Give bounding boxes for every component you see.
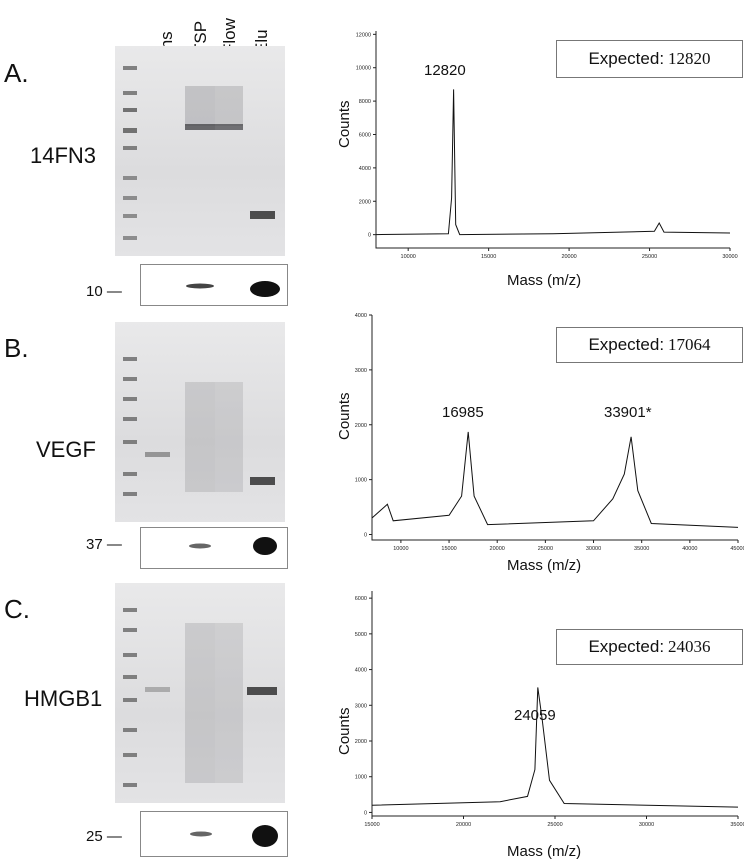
panel-letter-b: B.	[4, 333, 29, 363]
x-tick-label-0-3: 25000	[642, 254, 657, 260]
western-blot-a	[140, 264, 288, 306]
sds-gel-a	[115, 46, 285, 256]
x-tick-label-0-0: 10000	[401, 254, 416, 260]
x-tick-label-0-2: 20000	[561, 254, 576, 260]
y-tick-label-2-6: 6000	[355, 596, 367, 602]
expected-label-a: Expected:	[588, 49, 665, 68]
gel-bands-c	[123, 608, 277, 787]
x-tick-label-1-1: 15000	[441, 546, 456, 552]
gel-bands-a	[123, 66, 275, 240]
expected-label-c: Expected:	[588, 637, 665, 656]
western-blot-b	[140, 527, 288, 569]
western-blot-c	[140, 811, 288, 857]
x-tick-label-2-4: 35000	[730, 822, 744, 828]
marker-label-c: 25 —	[86, 828, 122, 845]
y-tick-label-2-3: 3000	[355, 703, 367, 709]
x-tick-label-1-2: 20000	[490, 546, 505, 552]
expected-mass-box-b: Expected: 17064	[556, 327, 743, 363]
y-tick-label-2-2: 2000	[355, 739, 367, 745]
y-tick-label-1-1: 1000	[355, 478, 367, 484]
expected-label-b: Expected:	[588, 335, 665, 354]
protein-name-a: 14FN3	[30, 143, 97, 168]
mass-spectrum-b: 0 1000 2000 3000 4000 10000 15000 20000 25000 300…	[355, 313, 744, 552]
protein-name-c: HMGB1	[24, 686, 103, 711]
x-tick-label-1-0: 10000	[393, 546, 408, 552]
y-tick-label-0-6: 12000	[356, 32, 371, 38]
ms-peak-label-a-1: 12820	[424, 62, 466, 79]
y-tick-label-1-3: 3000	[355, 368, 367, 374]
x-tick-label-2-2: 25000	[547, 822, 562, 828]
sds-gel-c	[115, 583, 285, 803]
y-tick-label-2-4: 4000	[355, 668, 367, 674]
expected-value-a: 12820	[668, 49, 711, 68]
y-tick-label-0-0: 0	[368, 233, 371, 239]
x-tick-label-1-6: 40000	[682, 546, 697, 552]
y-tick-label-0-5: 10000	[356, 66, 371, 72]
axes-1	[371, 315, 738, 541]
protein-name-b: VEGF	[36, 437, 96, 462]
y-tick-label-1-4: 4000	[355, 313, 367, 319]
marker-label-a: 10 —	[86, 283, 122, 300]
y-tick-label-1-2: 2000	[355, 423, 367, 429]
y-tick-label-0-4: 8000	[359, 99, 371, 105]
panel-letter-c: C.	[4, 594, 30, 624]
x-tick-label-0-4: 30000	[722, 254, 737, 260]
ms-peak-label-b-2: 33901*	[604, 404, 652, 421]
spectrum-trace-1	[371, 431, 739, 528]
axes-2	[371, 591, 738, 817]
ms-peak-label-b-1: 16985	[442, 404, 484, 421]
blot-bands-a	[186, 281, 280, 297]
y-tick-label-0-2: 4000	[359, 166, 371, 172]
y-tick-label-1-0: 0	[364, 533, 367, 539]
blot-bands-c	[190, 825, 278, 847]
y-tick-label-2-5: 5000	[355, 632, 367, 638]
x-tick-label-1-3: 25000	[538, 546, 553, 552]
marker-label-b: 37 —	[86, 536, 122, 553]
panel-letter-a: A.	[4, 58, 29, 88]
x-tick-label-2-1: 20000	[456, 822, 471, 828]
spectrum-trace-0	[375, 89, 731, 236]
y-tick-label-2-1: 1000	[355, 775, 367, 781]
spectrum-trace-2	[371, 687, 739, 808]
y-tick-label-0-3: 6000	[359, 132, 371, 138]
gel-bands-b	[123, 357, 275, 496]
y-tick-label-2-0: 0	[364, 810, 367, 816]
expected-value-b: 17064	[668, 335, 711, 354]
x-tick-label-1-7: 45000	[730, 546, 744, 552]
x-tick-label-0-1: 15000	[481, 254, 496, 260]
ms-xlabel-b: Mass (m/z)	[507, 557, 582, 574]
y-tick-label-0-1: 2000	[359, 199, 371, 205]
expected-value-c: 24036	[668, 637, 711, 656]
x-tick-label-2-3: 30000	[639, 822, 654, 828]
ms-xlabel-a: Mass (m/z)	[507, 272, 582, 289]
x-tick-label-1-5: 35000	[634, 546, 649, 552]
expected-mass-box-a: Expected: 12820	[556, 40, 743, 78]
mass-spectrum-c: 0 1000 2000 3000 4000 5000 6000 15000 20000 25000…	[355, 591, 744, 828]
ms-xlabel-c: Mass (m/z)	[507, 843, 582, 860]
x-tick-label-2-0: 15000	[364, 822, 379, 828]
expected-mass-box-c: Expected: 24036	[556, 629, 743, 665]
mass-spectrum-a: 0 2000 4000 6000 8000 10000 12000 10000 15000 200…	[356, 31, 738, 260]
axes-0	[375, 31, 730, 249]
sds-gel-b	[115, 322, 285, 522]
ms-peak-label-c-1: 24059	[514, 707, 556, 724]
x-tick-label-1-4: 30000	[586, 546, 601, 552]
blot-bands-b	[189, 537, 277, 555]
